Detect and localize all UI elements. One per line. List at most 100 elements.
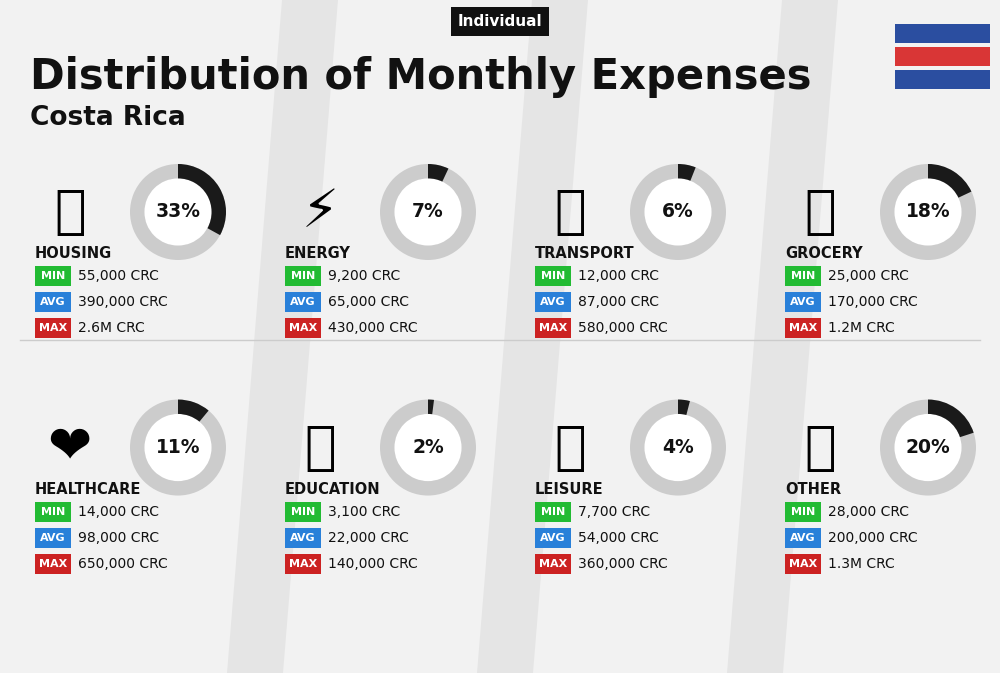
Text: MIN: MIN	[41, 507, 65, 517]
Text: 25,000 CRC: 25,000 CRC	[828, 269, 909, 283]
Wedge shape	[130, 164, 226, 260]
FancyBboxPatch shape	[895, 24, 990, 42]
Text: 140,000 CRC: 140,000 CRC	[328, 557, 418, 571]
FancyBboxPatch shape	[535, 502, 571, 522]
Circle shape	[394, 178, 462, 246]
Text: 2%: 2%	[412, 438, 444, 457]
Text: 65,000 CRC: 65,000 CRC	[328, 295, 409, 309]
Polygon shape	[227, 0, 338, 673]
Text: OTHER: OTHER	[785, 482, 841, 497]
Text: AVG: AVG	[290, 297, 316, 307]
Circle shape	[144, 414, 212, 481]
Text: 200,000 CRC: 200,000 CRC	[828, 531, 918, 544]
Text: 🛒: 🛒	[804, 186, 836, 238]
Text: 170,000 CRC: 170,000 CRC	[828, 295, 918, 309]
Wedge shape	[678, 400, 690, 415]
Text: MAX: MAX	[39, 559, 67, 569]
Text: EDUCATION: EDUCATION	[285, 482, 381, 497]
Text: MIN: MIN	[41, 271, 65, 281]
Text: Individual: Individual	[458, 14, 542, 29]
FancyBboxPatch shape	[785, 502, 821, 522]
Wedge shape	[178, 400, 209, 422]
Text: AVG: AVG	[790, 297, 816, 307]
FancyBboxPatch shape	[785, 267, 821, 286]
Text: MIN: MIN	[541, 271, 565, 281]
FancyBboxPatch shape	[785, 554, 821, 574]
Text: 430,000 CRC: 430,000 CRC	[328, 321, 418, 335]
Circle shape	[894, 414, 962, 481]
Text: MIN: MIN	[291, 507, 315, 517]
Text: HOUSING: HOUSING	[35, 246, 112, 261]
Text: Costa Rica: Costa Rica	[30, 105, 186, 131]
Text: 98,000 CRC: 98,000 CRC	[78, 531, 159, 544]
Text: Distribution of Monthly Expenses: Distribution of Monthly Expenses	[30, 57, 812, 98]
Text: 55,000 CRC: 55,000 CRC	[78, 269, 159, 283]
FancyBboxPatch shape	[535, 528, 571, 548]
FancyBboxPatch shape	[35, 528, 71, 548]
Wedge shape	[428, 164, 448, 182]
Wedge shape	[630, 164, 726, 260]
FancyBboxPatch shape	[895, 46, 990, 65]
Text: 1.3M CRC: 1.3M CRC	[828, 557, 895, 571]
Text: 28,000 CRC: 28,000 CRC	[828, 505, 909, 519]
FancyBboxPatch shape	[535, 318, 571, 339]
Wedge shape	[178, 164, 226, 235]
Circle shape	[894, 178, 962, 246]
FancyBboxPatch shape	[285, 292, 321, 312]
Text: AVG: AVG	[290, 533, 316, 542]
FancyBboxPatch shape	[535, 267, 571, 286]
Wedge shape	[928, 400, 974, 437]
FancyBboxPatch shape	[285, 318, 321, 339]
FancyBboxPatch shape	[285, 528, 321, 548]
Text: MIN: MIN	[791, 271, 815, 281]
Wedge shape	[130, 400, 226, 495]
Text: 11%: 11%	[156, 438, 200, 457]
Text: 🚌: 🚌	[554, 186, 586, 238]
Text: 390,000 CRC: 390,000 CRC	[78, 295, 168, 309]
FancyBboxPatch shape	[285, 267, 321, 286]
FancyBboxPatch shape	[35, 554, 71, 574]
Circle shape	[644, 178, 712, 246]
Text: 🏙: 🏙	[54, 186, 86, 238]
Text: GROCERY: GROCERY	[785, 246, 863, 261]
Text: 580,000 CRC: 580,000 CRC	[578, 321, 668, 335]
Wedge shape	[380, 400, 476, 495]
Text: AVG: AVG	[790, 533, 816, 542]
Polygon shape	[477, 0, 588, 673]
Circle shape	[144, 178, 212, 246]
Text: MAX: MAX	[789, 323, 817, 333]
Text: 👜: 👜	[804, 421, 836, 474]
FancyBboxPatch shape	[285, 554, 321, 574]
Text: 22,000 CRC: 22,000 CRC	[328, 531, 409, 544]
Wedge shape	[428, 400, 434, 414]
Text: AVG: AVG	[540, 297, 566, 307]
Text: 🛍: 🛍	[554, 421, 586, 474]
Wedge shape	[630, 400, 726, 495]
Text: 360,000 CRC: 360,000 CRC	[578, 557, 668, 571]
FancyBboxPatch shape	[535, 554, 571, 574]
Text: 18%: 18%	[906, 203, 950, 221]
Text: TRANSPORT: TRANSPORT	[535, 246, 635, 261]
Text: 87,000 CRC: 87,000 CRC	[578, 295, 659, 309]
Text: AVG: AVG	[540, 533, 566, 542]
Text: HEALTHCARE: HEALTHCARE	[35, 482, 141, 497]
Text: 6%: 6%	[662, 203, 694, 221]
Text: 4%: 4%	[662, 438, 694, 457]
Text: MAX: MAX	[289, 323, 317, 333]
FancyBboxPatch shape	[785, 292, 821, 312]
Text: ❤️: ❤️	[48, 421, 92, 474]
Text: AVG: AVG	[40, 533, 66, 542]
FancyBboxPatch shape	[785, 318, 821, 339]
Text: MIN: MIN	[541, 507, 565, 517]
Text: 7,700 CRC: 7,700 CRC	[578, 505, 650, 519]
Text: 3,100 CRC: 3,100 CRC	[328, 505, 400, 519]
Text: MIN: MIN	[791, 507, 815, 517]
Text: MAX: MAX	[289, 559, 317, 569]
Text: MAX: MAX	[789, 559, 817, 569]
FancyBboxPatch shape	[35, 318, 71, 339]
Wedge shape	[928, 164, 971, 198]
Text: 33%: 33%	[156, 203, 200, 221]
Text: ENERGY: ENERGY	[285, 246, 351, 261]
Circle shape	[394, 414, 462, 481]
FancyBboxPatch shape	[35, 502, 71, 522]
